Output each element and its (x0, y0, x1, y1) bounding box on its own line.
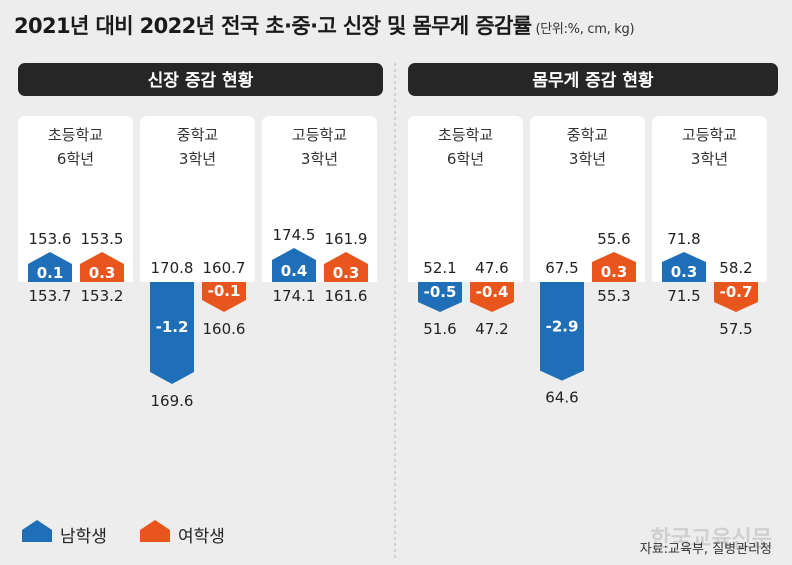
bar-value-2021: 174.1 (273, 287, 316, 305)
bar-value-2021: 67.5 (545, 259, 578, 277)
bar-male (418, 282, 462, 312)
bar-change-label: 0.3 (333, 264, 360, 282)
bar-male (28, 252, 72, 282)
bar-change-label: -0.5 (424, 283, 457, 301)
bar-value-2021: 58.2 (719, 259, 752, 277)
bar-change-label: 0.3 (89, 264, 116, 282)
column-card (530, 116, 645, 282)
bar-value-2021: 55.3 (597, 287, 630, 305)
bar-change-label: -0.7 (720, 283, 753, 301)
group-label: 6학년 (57, 150, 94, 168)
bar-value-2022: 153.5 (81, 230, 124, 248)
bar-value-2022: 47.2 (475, 320, 508, 338)
bar-value-2022: 55.6 (597, 230, 630, 248)
legend-label: 여학생 (178, 527, 225, 547)
column-card (262, 116, 377, 282)
bar-female (714, 282, 758, 312)
group-label: 6학년 (447, 150, 484, 168)
bar-value-2021: 153.7 (29, 287, 72, 305)
group-label: 중학교 (177, 126, 218, 144)
bar-value-2022: 174.5 (273, 226, 316, 244)
group-label: 3학년 (569, 150, 606, 168)
group-label: 초등학교 (48, 126, 103, 144)
chart-title-text: 2021년 대비 2022년 전국 초·중·고 신장 및 몸무게 증감률 (14, 14, 532, 38)
bar-change-label: -1.2 (156, 318, 189, 336)
bar-male (540, 282, 584, 381)
column-card (140, 116, 255, 282)
bar-value-2022: 71.8 (667, 230, 700, 248)
bar-change-label: 0.4 (281, 262, 308, 280)
bar-female (80, 252, 124, 282)
bar-value-2021: 160.7 (203, 259, 246, 277)
bar-female (470, 282, 514, 312)
group-label: 3학년 (301, 150, 338, 168)
unit-label: (단위:%, cm, kg) (535, 22, 635, 37)
bar-value-2021: 47.6 (475, 259, 508, 277)
watermark: 한국교육신문 (651, 527, 772, 552)
group-label: 중학교 (567, 126, 608, 144)
panel-header (408, 63, 778, 96)
panel-header (18, 63, 383, 96)
bar-female (592, 252, 636, 282)
bar-value-2021: 170.8 (151, 259, 194, 277)
bar-value-2022: 153.6 (29, 230, 72, 248)
legend-label: 남학생 (60, 527, 107, 547)
bar-male (662, 252, 706, 282)
legend-swatch (22, 520, 52, 542)
group-label: 3학년 (691, 150, 728, 168)
column-card (652, 116, 767, 282)
bar-male (272, 248, 316, 282)
bar-male (150, 282, 194, 384)
source-note: 자료:교육부, 질병관리청 (640, 542, 772, 557)
bar-value-2022: 160.6 (203, 320, 246, 338)
bar-value-2021: 161.6 (325, 287, 368, 305)
column-card (18, 116, 133, 282)
bar-change-label: -0.4 (476, 283, 509, 301)
bar-value-2021: 153.2 (81, 287, 124, 305)
group-label: 초등학교 (438, 126, 493, 144)
group-label: 3학년 (179, 150, 216, 168)
bar-female (202, 282, 246, 312)
bar-change-label: 0.3 (671, 263, 698, 281)
bar-value-2022: 161.9 (325, 230, 368, 248)
bar-value-2021: 52.1 (423, 259, 456, 277)
panel-title: 몸무게 증감 현황 (532, 71, 654, 91)
bar-female (324, 252, 368, 282)
group-label: 고등학교 (292, 126, 347, 144)
bar-value-2022: 64.6 (545, 389, 578, 407)
bar-change-label: -0.1 (208, 282, 241, 300)
panel-title: 신장 증감 현황 (148, 71, 254, 91)
bar-value-2022: 169.6 (151, 392, 194, 410)
legend-swatch (140, 520, 170, 542)
bar-change-label: 0.1 (37, 264, 64, 282)
bar-value-2021: 71.5 (667, 287, 700, 305)
bar-value-2022: 51.6 (423, 320, 456, 338)
bar-change-label: -2.9 (546, 317, 579, 335)
chart-title: 2021년 대비 2022년 전국 초·중·고 신장 및 몸무게 증감률 (단위:… (14, 10, 635, 40)
group-label: 고등학교 (682, 126, 737, 144)
bar-change-label: 0.3 (601, 263, 628, 281)
column-card (408, 116, 523, 282)
bar-value-2022: 57.5 (719, 320, 752, 338)
